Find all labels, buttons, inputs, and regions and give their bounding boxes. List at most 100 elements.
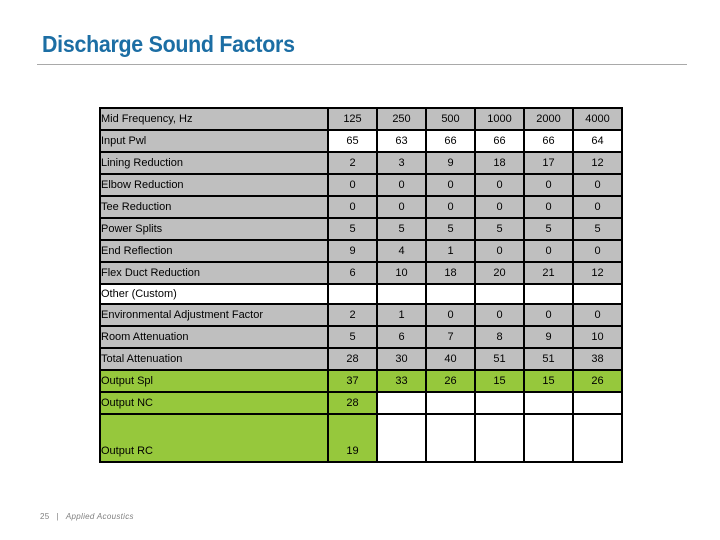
cell-value: 19 [327, 413, 378, 463]
page-title: Discharge Sound Factors [42, 31, 295, 57]
cell-value: 0 [425, 195, 476, 219]
row-label: Mid Frequency, Hz [99, 107, 329, 131]
cell-value: 0 [376, 173, 427, 197]
empty-area [376, 391, 427, 415]
table-row-environmental-adjustment: Environmental Adjustment Factor 2 1 0 0 … [99, 303, 623, 327]
cell-value: 6 [376, 325, 427, 349]
cell-value: 5 [327, 325, 378, 349]
cell-value: 5 [376, 217, 427, 241]
cell-value: 9 [425, 151, 476, 175]
row-label: Output Spl [99, 369, 329, 393]
empty-area [376, 413, 427, 463]
cell-value: 21 [523, 261, 574, 285]
cell-value: 10 [572, 325, 623, 349]
footer-divider: | [56, 512, 59, 521]
cell-value: 63 [376, 129, 427, 153]
row-label: Room Attenuation [99, 325, 329, 349]
row-label: Tee Reduction [99, 195, 329, 219]
cell-value: 33 [376, 369, 427, 393]
cell-value: 9 [327, 239, 378, 263]
cell-value: 37 [327, 369, 378, 393]
cell-value: 0 [523, 239, 574, 263]
cell-value: 0 [572, 173, 623, 197]
cell-value: 0 [327, 195, 378, 219]
cell-value: 5 [327, 217, 378, 241]
cell-value: 250 [376, 107, 427, 131]
cell-value [376, 283, 427, 305]
cell-value: 12 [572, 261, 623, 285]
cell-value: 20 [474, 261, 525, 285]
sound-factors-table: Mid Frequency, Hz 125 250 500 1000 2000 … [99, 107, 623, 463]
table-row-other-custom: Other (Custom) [99, 283, 623, 305]
cell-value: 5 [425, 217, 476, 241]
cell-value: 0 [572, 239, 623, 263]
cell-value: 40 [425, 347, 476, 371]
row-label: Input Pwl [99, 129, 329, 153]
cell-value: 0 [572, 303, 623, 327]
cell-value: 12 [572, 151, 623, 175]
cell-value [474, 283, 525, 305]
cell-value: 4 [376, 239, 427, 263]
row-label: Lining Reduction [99, 151, 329, 175]
cell-value: 0 [327, 173, 378, 197]
cell-value: 0 [474, 173, 525, 197]
cell-value: 0 [474, 239, 525, 263]
empty-area [425, 391, 476, 415]
cell-value: 500 [425, 107, 476, 131]
row-label: End Reflection [99, 239, 329, 263]
empty-area [425, 413, 476, 463]
cell-value: 51 [474, 347, 525, 371]
cell-value: 6 [327, 261, 378, 285]
cell-value: 26 [425, 369, 476, 393]
cell-value: 66 [425, 129, 476, 153]
table-row-mid-frequency: Mid Frequency, Hz 125 250 500 1000 2000 … [99, 107, 623, 131]
cell-value: 0 [425, 303, 476, 327]
cell-value: 66 [474, 129, 525, 153]
row-label: Other (Custom) [99, 283, 329, 305]
cell-value: 15 [474, 369, 525, 393]
cell-value [327, 283, 378, 305]
table-row-elbow-reduction: Elbow Reduction 0 0 0 0 0 0 [99, 173, 623, 197]
cell-value: 5 [572, 217, 623, 241]
cell-value: 4000 [572, 107, 623, 131]
title-underline [37, 64, 687, 65]
empty-area [474, 391, 525, 415]
page-number: 25 [40, 512, 50, 521]
table-row-power-splits: Power Splits 5 5 5 5 5 5 [99, 217, 623, 241]
cell-value: 2 [327, 151, 378, 175]
row-label: Elbow Reduction [99, 173, 329, 197]
cell-value: 1 [425, 239, 476, 263]
cell-value: 18 [474, 151, 525, 175]
table-row-end-reflection: End Reflection 9 4 1 0 0 0 [99, 239, 623, 263]
cell-value: 125 [327, 107, 378, 131]
cell-value: 38 [572, 347, 623, 371]
cell-value: 1000 [474, 107, 525, 131]
cell-value: 30 [376, 347, 427, 371]
cell-value: 7 [425, 325, 476, 349]
cell-value [572, 283, 623, 305]
cell-value: 65 [327, 129, 378, 153]
row-label: Total Attenuation [99, 347, 329, 371]
row-label: Flex Duct Reduction [99, 261, 329, 285]
cell-value: 0 [425, 173, 476, 197]
cell-value: 3 [376, 151, 427, 175]
cell-value: 18 [425, 261, 476, 285]
table-row-tee-reduction: Tee Reduction 0 0 0 0 0 0 [99, 195, 623, 219]
empty-area [572, 413, 623, 463]
row-label: Output RC [99, 413, 329, 463]
cell-value: 15 [523, 369, 574, 393]
cell-value: 64 [572, 129, 623, 153]
cell-value: 0 [376, 195, 427, 219]
table-row-input-pwl: Input Pwl 65 63 66 66 66 64 [99, 129, 623, 153]
cell-value: 26 [572, 369, 623, 393]
cell-value: 0 [572, 195, 623, 219]
empty-area [474, 413, 525, 463]
row-label: Power Splits [99, 217, 329, 241]
table-row-output-nc: Output NC 28 [99, 391, 623, 415]
cell-value: 28 [327, 391, 378, 415]
cell-value [523, 283, 574, 305]
cell-value: 0 [523, 303, 574, 327]
table-row-room-attenuation: Room Attenuation 5 6 7 8 9 10 [99, 325, 623, 349]
cell-value: 8 [474, 325, 525, 349]
